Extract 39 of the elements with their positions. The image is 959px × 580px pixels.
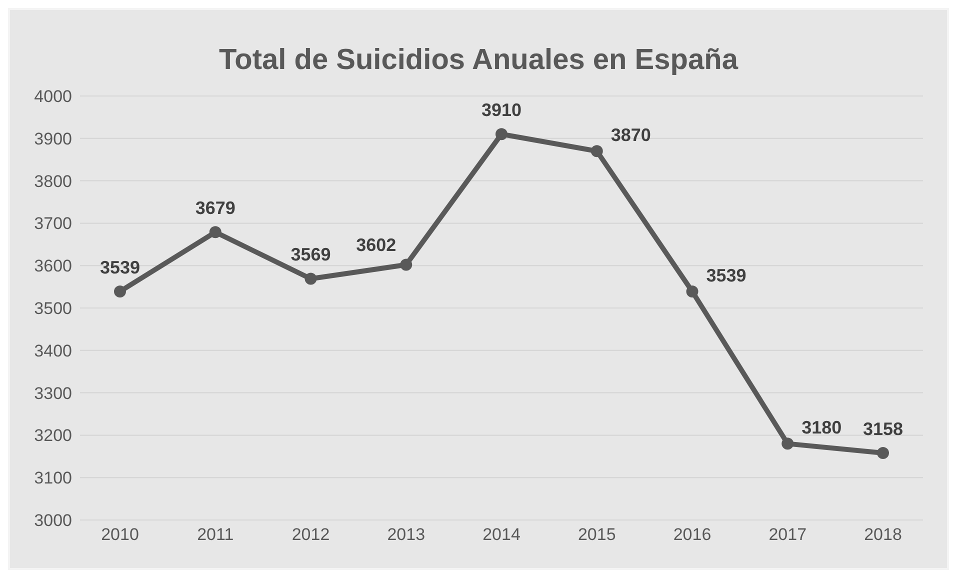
y-tick-label: 3200 [34, 426, 72, 446]
data-label: 3158 [862, 419, 904, 440]
y-tick-label: 3900 [34, 129, 72, 148]
data-label: 3870 [610, 125, 651, 146]
x-tick-label: 2011 [197, 525, 234, 544]
chart-title: Total de Suicidios Anuales en España [218, 43, 740, 76]
y-tick-label: 3000 [34, 511, 72, 530]
data-label: 3180 [802, 418, 842, 438]
point [686, 285, 698, 298]
data-label: 3602 [356, 234, 396, 255]
x-tick-label: 2013 [387, 525, 426, 544]
point [209, 226, 222, 238]
data-label: 3539 [100, 257, 140, 278]
x-tick-label: 2012 [292, 525, 330, 544]
x-tick-label: 2010 [101, 525, 139, 544]
data-label: 3679 [195, 198, 236, 218]
data-label: 3569 [290, 244, 331, 265]
y-tick-label: 3600 [34, 256, 72, 276]
x-tick-label: 2015 [578, 525, 616, 544]
y-tick-label: 3300 [34, 384, 72, 403]
point [877, 447, 889, 460]
point [400, 258, 412, 271]
point [590, 145, 603, 158]
y-tick-label: 3500 [34, 299, 72, 318]
x-tick-label: 2017 [768, 525, 807, 544]
y-tick-label: 3700 [34, 214, 72, 234]
y-tick-label: 3100 [34, 468, 72, 488]
y-tick-label: 3800 [34, 172, 72, 191]
point [114, 285, 126, 298]
point [496, 128, 508, 140]
point [782, 438, 794, 450]
data-label: 3539 [706, 265, 746, 286]
y-tick-label: 4000 [34, 87, 72, 106]
x-tick-label: 2016 [673, 525, 712, 544]
y-tick-label: 3400 [34, 341, 72, 360]
point [304, 272, 317, 285]
data-label: 3910 [481, 100, 522, 120]
x-tick-label: 2018 [864, 525, 902, 544]
x-tick-label: 2014 [482, 525, 520, 544]
